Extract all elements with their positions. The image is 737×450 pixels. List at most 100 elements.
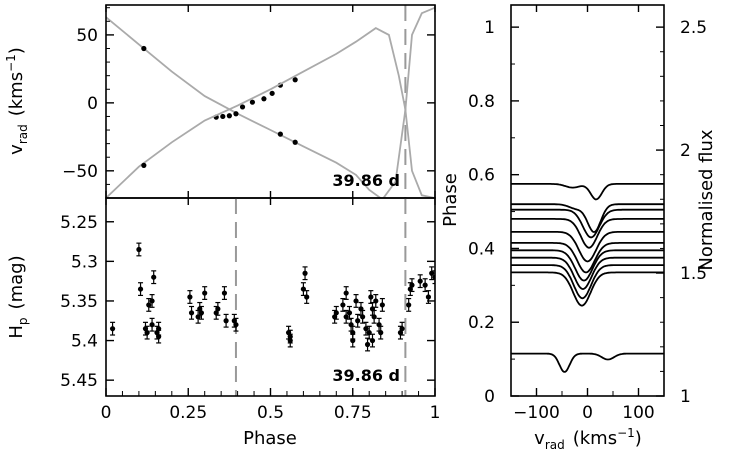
hp-point bbox=[343, 290, 349, 296]
hp-point bbox=[304, 294, 310, 300]
hp-point bbox=[156, 334, 162, 340]
rv-model-curve-1 bbox=[106, 6, 435, 198]
hp-point bbox=[399, 326, 405, 332]
hp-plot-area bbox=[109, 198, 435, 396]
rv-ytick-label: −50 bbox=[62, 162, 98, 182]
profile-flux-tick-label: 2.5 bbox=[680, 18, 707, 38]
hp-point bbox=[350, 337, 356, 344]
hp-point bbox=[343, 314, 349, 320]
line-profile bbox=[511, 264, 664, 300]
hp-point bbox=[353, 298, 359, 304]
line-profile bbox=[511, 352, 664, 373]
rv-axes: 50 0 −50 bbox=[62, 5, 436, 198]
profiles-axes: 0 0.2 0.4 0.6 0.8 1 1 1.5 2 2.5 −100 0 100 bbox=[468, 5, 707, 423]
hp-point bbox=[425, 294, 432, 300]
hp-point bbox=[223, 318, 229, 324]
profile-flux-tick-label: 2 bbox=[680, 141, 691, 161]
hp-point bbox=[422, 282, 428, 288]
rv-point bbox=[277, 131, 283, 137]
profile-phase-tick-label: 0.4 bbox=[468, 239, 495, 259]
profile-vrad-tick-label: 0 bbox=[582, 403, 593, 423]
hp-point bbox=[409, 282, 415, 288]
line-profile bbox=[511, 249, 664, 282]
profile-flux-tick-label: 1 bbox=[680, 387, 691, 407]
rv-point bbox=[261, 96, 267, 102]
hp-point bbox=[373, 298, 379, 304]
hp-point bbox=[149, 298, 155, 304]
radial-velocity-panel: 50 0 −50 39.86 d vrad(kms−1) bbox=[4, 4, 436, 199]
hp-ytick-label: 5.4 bbox=[71, 332, 98, 352]
hp-point bbox=[360, 314, 366, 320]
rv-y-axis-label: vrad(kms−1) bbox=[4, 47, 30, 155]
hp-point bbox=[302, 270, 308, 276]
normalised-flux-axis-label: Normalised flux bbox=[696, 129, 717, 270]
line-profile bbox=[511, 208, 664, 239]
hp-point bbox=[233, 322, 239, 328]
hp-axes: 5.25 5.3 5.35 5.4 5.450 0.25 0.5 0.75 1 bbox=[60, 198, 440, 423]
rv-point bbox=[239, 104, 246, 110]
hp-point bbox=[137, 286, 144, 292]
hp-ytick-label: 5.3 bbox=[71, 252, 98, 272]
rv-point bbox=[269, 90, 275, 96]
hp-point bbox=[146, 302, 152, 308]
profile-phase-tick-label: 0.6 bbox=[468, 166, 495, 186]
hp-point bbox=[149, 322, 155, 328]
hp-point bbox=[109, 326, 116, 332]
hp-point bbox=[406, 302, 412, 308]
rv-model-curve-2 bbox=[106, 27, 435, 198]
line-profile bbox=[511, 242, 664, 274]
hp-point bbox=[221, 290, 228, 296]
phase-x-axis-label: Phase bbox=[243, 428, 297, 449]
hp-period-annotation: 39.86 d bbox=[332, 366, 400, 385]
rv-period-annotation: 39.86 d bbox=[332, 171, 400, 190]
hp-y-axis-label: Hp(mag) bbox=[6, 255, 30, 338]
hp-point bbox=[187, 294, 193, 300]
hp-xtick-label: 0 bbox=[101, 403, 112, 423]
hp-point bbox=[188, 310, 195, 316]
profile-vrad-tick-label: −100 bbox=[513, 403, 560, 423]
rv-point bbox=[292, 77, 298, 83]
hp-point bbox=[287, 337, 293, 344]
hp-xtick-label: 1 bbox=[430, 403, 441, 423]
hp-point bbox=[151, 274, 157, 280]
hp-point bbox=[378, 330, 384, 336]
profile-phase-tick-label: 0 bbox=[484, 387, 495, 407]
hp-point bbox=[333, 310, 339, 316]
profile-phase-tick-label: 0.2 bbox=[468, 313, 495, 333]
line-profile bbox=[511, 231, 664, 263]
hp-point bbox=[355, 318, 361, 324]
rv-point bbox=[249, 99, 256, 105]
hp-point bbox=[340, 302, 346, 308]
rv-ytick-label: 50 bbox=[76, 26, 98, 46]
rv-point bbox=[233, 111, 239, 117]
hp-point bbox=[417, 278, 423, 284]
phase-left-axis-label: Phase bbox=[440, 173, 461, 227]
rv-point bbox=[220, 113, 226, 120]
rv-point bbox=[292, 139, 298, 145]
hp-ytick-label: 5.45 bbox=[60, 371, 98, 391]
hp-point bbox=[202, 290, 208, 296]
hp-point bbox=[198, 310, 205, 316]
hp-xtick-label: 0.5 bbox=[257, 403, 284, 423]
hp-xtick-label: 0.25 bbox=[169, 403, 207, 423]
profiles-plot-area bbox=[511, 183, 664, 373]
hp-point bbox=[346, 310, 353, 316]
hp-ytick-label: 5.35 bbox=[60, 292, 98, 312]
line-profile bbox=[511, 256, 664, 290]
hp-point bbox=[136, 246, 142, 253]
line-profile bbox=[511, 271, 664, 307]
rv-point bbox=[141, 162, 147, 168]
rv-point bbox=[141, 45, 147, 52]
hp-point bbox=[215, 306, 221, 312]
profile-vrad-tick-label: 100 bbox=[622, 403, 654, 423]
rv-ytick-label: 0 bbox=[87, 94, 98, 114]
hp-point bbox=[144, 330, 150, 336]
line-profile bbox=[511, 203, 664, 233]
rv-point bbox=[226, 113, 232, 119]
hp-point bbox=[368, 294, 374, 300]
line-profile bbox=[511, 183, 664, 201]
rv-plot-area bbox=[106, 5, 435, 198]
line-profile bbox=[511, 218, 664, 249]
photometry-panel: 5.255.35.355.45.450 0.25 0.5 0.75 1 39.86 d … bbox=[6, 197, 440, 449]
